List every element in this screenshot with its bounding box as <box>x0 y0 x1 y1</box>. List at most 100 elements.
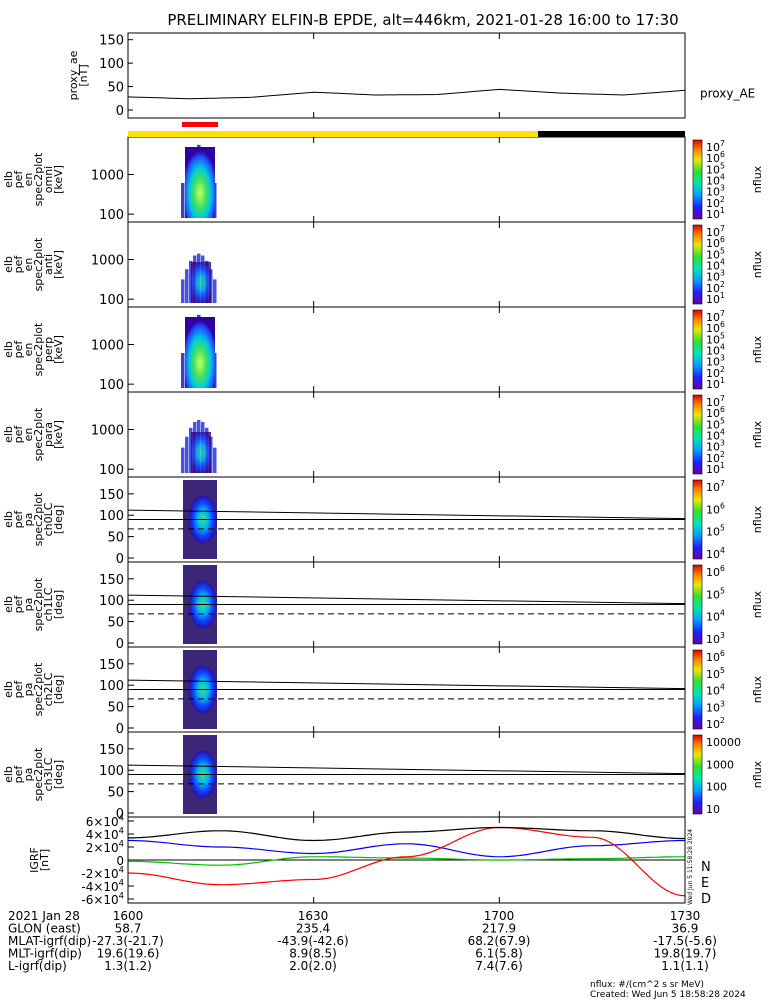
ytick-label: 100 <box>99 463 124 478</box>
orbit-bar-black <box>538 131 685 137</box>
figure-title: PRELIMINARY ELFIN-B EPDE, alt=446km, 202… <box>167 11 678 29</box>
colorbar-tick-label: 102 <box>706 195 725 210</box>
ytick-label: 0 <box>116 104 124 119</box>
ylabel-line: spec2plot <box>32 662 45 716</box>
ylabel-line: pef <box>12 425 25 444</box>
ytick-label: 1000 <box>91 254 124 269</box>
ylabel-line: omni <box>42 166 55 193</box>
colorbar-tick-label: 103 <box>706 439 725 454</box>
ytick-label: 100 <box>99 293 124 308</box>
ytick-label: 100 <box>99 509 124 524</box>
ytick-label: 100 <box>99 378 124 393</box>
colorbar-tick-label: 104 <box>706 428 725 443</box>
ytick-label: -2×104 <box>81 865 124 881</box>
ytick-label: 150 <box>99 34 124 49</box>
spectrogram-column <box>213 279 217 303</box>
ylabel-line: pa <box>22 683 35 697</box>
footer-cell: 58.7 <box>115 922 142 936</box>
colorbar-tick-label: 105 <box>706 246 725 261</box>
ylabel-line: perp <box>42 337 55 362</box>
panel-en_omni: elbpefenspec2plotomni[keV]10010001071061… <box>2 136 764 223</box>
ylabel-line: elb <box>2 596 15 613</box>
ytick-label: 100 <box>99 57 124 72</box>
series-label: proxy_AE <box>700 87 755 101</box>
colorbar-tick-label: 106 <box>706 320 725 335</box>
ytick-label: -6×104 <box>81 891 124 907</box>
ylabel-line: spec2plot <box>32 152 45 206</box>
science-zone-marker <box>182 122 218 127</box>
colorbar-tick-label: 103 <box>706 269 725 284</box>
loss-cone-upper <box>127 509 686 520</box>
ylabel-line: ch2LC <box>42 672 55 706</box>
units-note: nflux: #/(cm^2 s sr MeV) <box>590 980 704 990</box>
ytick-label: 0 <box>116 637 124 652</box>
colorbar-tick-label: 10000 <box>706 736 741 749</box>
footer-cell: 68.2(67.9) <box>468 934 531 948</box>
colorbar-tick-label: 1000 <box>706 758 734 771</box>
colorbar-tick-label: 101 <box>706 206 725 221</box>
ylabel-line: [deg] <box>52 760 65 789</box>
ylabel-line: spec2plot <box>32 322 45 376</box>
ylabel-line: pef <box>12 510 25 529</box>
footer-cell: 1700 <box>484 909 515 923</box>
spectrogram-column <box>181 353 185 388</box>
colorbar-tick-label: 107 <box>706 224 725 239</box>
footer-cell: 19.8(19.7) <box>654 947 717 961</box>
colorbar-tick-label: 106 <box>706 564 725 579</box>
colorbar-tick-label: 102 <box>706 280 725 295</box>
proxy-ae-line <box>127 88 686 100</box>
colorbar-tick-label: 102 <box>706 450 725 465</box>
ylabel-line: elb <box>2 511 15 528</box>
footer-cell: -43.9(-42.6) <box>277 934 348 948</box>
colorbar-tick-label: 106 <box>706 649 725 664</box>
colorbar-tick-label: 107 <box>706 139 725 154</box>
footer-row-label: L-igrf(dip) <box>8 959 67 973</box>
colorbar <box>692 139 703 220</box>
ylabel-line: elb <box>2 766 15 783</box>
footer-cell: 7.4(7.6) <box>475 959 523 973</box>
footer-cell: 235.4 <box>296 922 330 936</box>
ylabel-line: elb <box>2 341 15 358</box>
igrf-total-line <box>128 826 685 842</box>
footer-cell: 8.9(8.5) <box>289 947 337 961</box>
colorbar <box>692 479 703 560</box>
ylabel-line: spec2plot <box>32 577 45 631</box>
ylabel-line: elb <box>2 681 15 698</box>
colorbar-label: nflux <box>751 675 764 703</box>
spectrogram-column <box>185 269 189 303</box>
ytick-label: 50 <box>107 786 124 801</box>
panel-frame <box>127 32 686 119</box>
spectrogram-column <box>189 260 193 303</box>
footer-cell: 6.1(5.8) <box>475 947 523 961</box>
colorbar-tick-label: 104 <box>706 546 725 561</box>
colorbar-tick-label: 104 <box>706 258 725 273</box>
panel-en_para: elbpefenspec2plotpara[keV]10010001071061… <box>2 391 764 478</box>
ylabel-line: elb <box>2 171 15 188</box>
ytick-label: 1000 <box>91 424 124 439</box>
ylabel-line: pef <box>12 170 25 189</box>
legend-n: N <box>701 860 711 875</box>
loss-cone-upper <box>127 594 686 605</box>
ytick-label: 150 <box>99 488 124 503</box>
footer-table: 2021 Jan 28 1600 1630 1700 1730 GLON (east) 58… <box>8 909 717 973</box>
panel-igrf: IGRF[nT] -6×104-4×104-2×10402×1044×1046×1… <box>28 813 711 907</box>
ylabel-line: ch3LC <box>42 757 55 791</box>
spectrogram-column <box>181 447 185 473</box>
colorbar-tick-label: 104 <box>706 173 725 188</box>
spectrogram-column <box>185 436 189 473</box>
legend-e: E <box>701 876 709 891</box>
panel-proxy_ae: proxy_ae[nT] 0 50 100 150 proxy_AE <box>67 32 755 119</box>
legend-d: D <box>701 892 711 907</box>
colorbar-tick-label: 105 <box>706 666 725 681</box>
ylabel-line: pef <box>12 765 25 784</box>
ytick-label: 2×104 <box>86 839 124 855</box>
colorbar-tick-label: 105 <box>706 161 725 176</box>
ylabel-line: en <box>22 173 35 187</box>
ylabel-line: [deg] <box>52 675 65 704</box>
colorbar-label: nflux <box>751 250 764 278</box>
colorbar <box>692 309 703 390</box>
colorbar-tick-label: 105 <box>706 524 725 539</box>
